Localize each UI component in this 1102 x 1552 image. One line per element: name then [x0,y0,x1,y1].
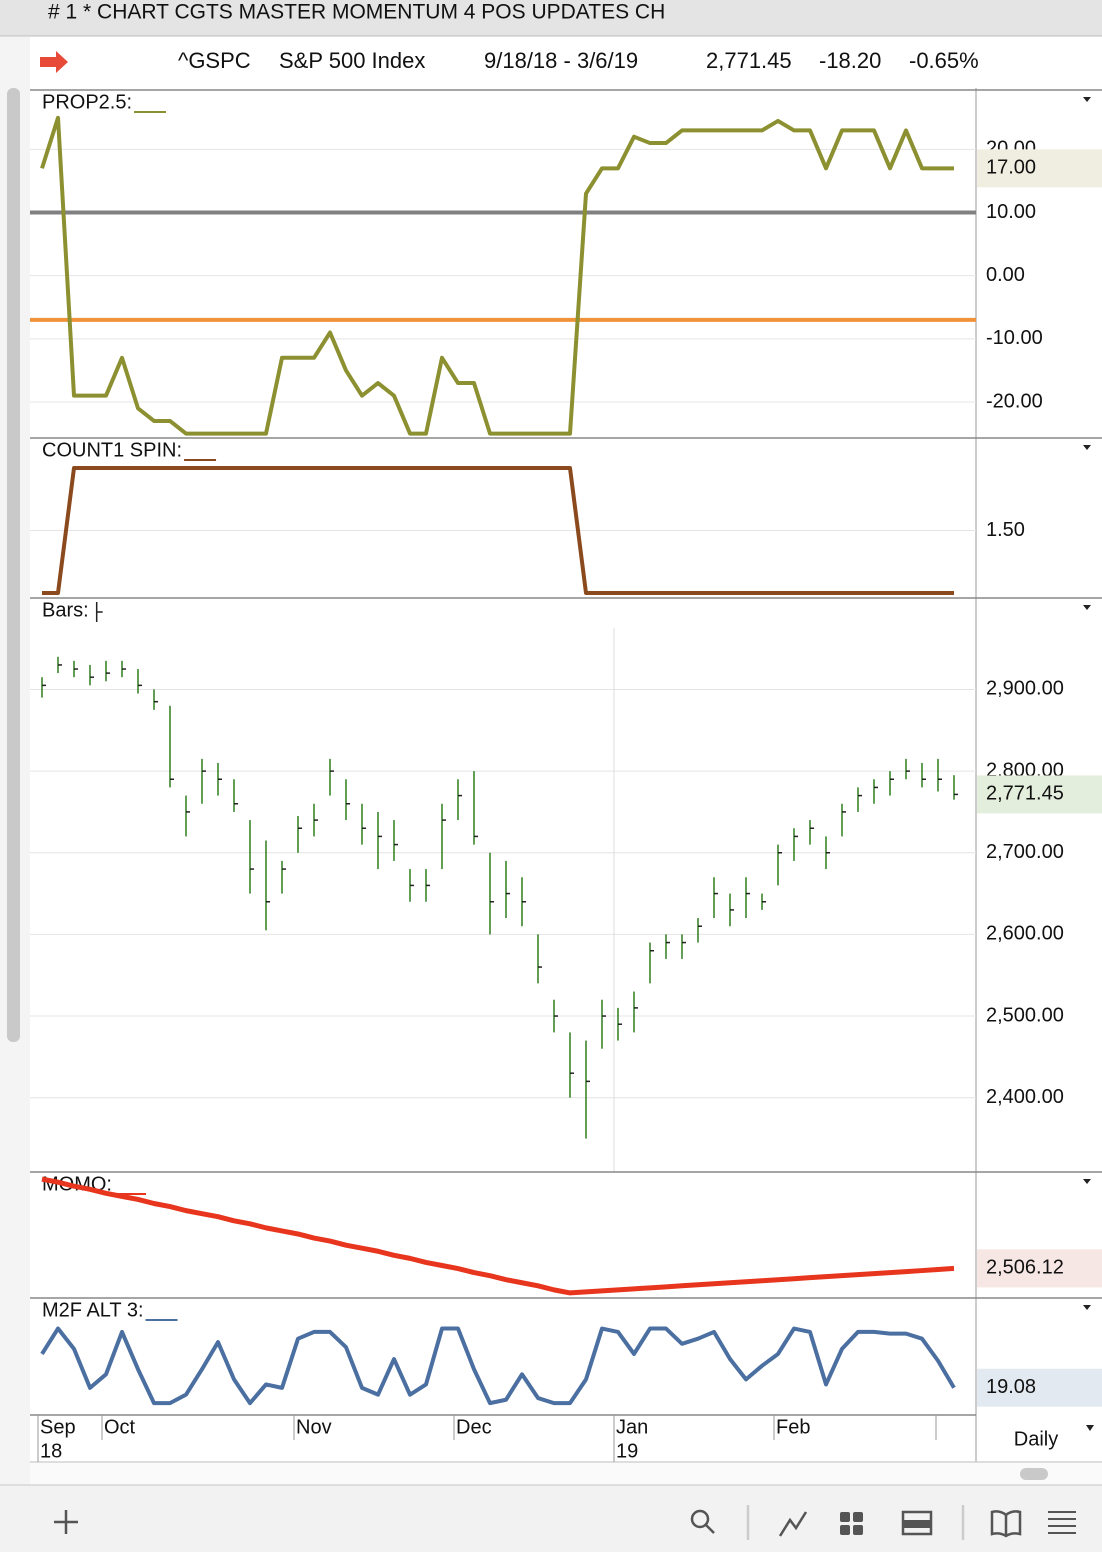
y-tick-label: -10.00 [986,327,1043,349]
last-value-label: 19.08 [986,1376,1036,1398]
last-value-label: 2,506.12 [986,1257,1064,1279]
last-value-box [977,1249,1102,1288]
percent-change: -0.65% [909,48,979,73]
pane-menu[interactable] [1083,605,1091,610]
toolbar-icons [54,1505,1076,1540]
x-tick-label: Oct [104,1416,136,1438]
last-value-box [977,149,1102,188]
legend-swatch [95,602,103,622]
direction-arrow [40,51,68,73]
data-line [40,115,954,436]
y-tick-label: 0.00 [986,264,1025,286]
grid-cell [853,1525,863,1535]
menu-button[interactable] [1048,1511,1076,1534]
last-value-box [977,1368,1102,1407]
search-handle [705,1524,715,1534]
date-range: 9/18/18 - 3/6/19 [484,48,638,73]
last-value-label: 17.00 [986,157,1036,179]
pane-title: Bars: [42,599,89,621]
horizontal-scrollbar[interactable] [1020,1468,1048,1480]
symbol: ^GSPC [178,48,251,73]
y-tick-label: 2,700.00 [986,841,1064,863]
grid-cell [853,1512,863,1522]
layout-button[interactable] [901,1510,933,1536]
pane-menu[interactable] [1083,97,1091,102]
pane-title: PROP2.5: [42,91,132,113]
pane-menu[interactable] [1083,1305,1091,1310]
toolbar [0,1485,1102,1552]
data-line [41,1176,955,1296]
x-tick-label: Dec [456,1416,492,1438]
pane-menu[interactable] [1083,1179,1091,1184]
x-tick-label: Feb [776,1416,810,1438]
search-button[interactable] [690,1509,710,1529]
last-value-box [977,775,1102,814]
grid-cell [840,1525,850,1535]
last-price: 2,771.45 [706,48,792,73]
last-value-label: 2,771.45 [986,783,1064,805]
chart-style-button[interactable] [778,1511,808,1537]
grid-view-button[interactable] [840,1512,863,1535]
x-tick-label: Sep [40,1416,76,1438]
pane-menu[interactable] [1083,445,1091,450]
y-tick-label: 2,500.00 [986,1004,1064,1026]
y-tick-label: 2,900.00 [986,678,1064,700]
title-bar [0,0,1102,36]
add-button[interactable] [54,1510,78,1534]
data-line [40,1326,956,1406]
data-line [42,466,954,595]
pane-title: M2F ALT 3: [42,1299,144,1321]
interval-dropdown[interactable] [1086,1425,1094,1431]
window-title: # 1 * CHART CGTS MASTER MOMENTUM 4 POS U… [48,1,665,24]
scroll-area [30,1463,1102,1485]
x-tick-label: Nov [296,1416,332,1438]
y-tick-label: -20.00 [986,390,1043,412]
y-tick-label: 10.00 [986,201,1036,223]
y-tick-label: 2,600.00 [986,923,1064,945]
y-tick-label: 2,400.00 [986,1086,1064,1108]
symbol-name: S&P 500 Index [279,48,425,73]
price-change: -18.20 [819,48,881,73]
pane-title: COUNT1 SPIN: [42,439,182,461]
interval-selector[interactable]: Daily [1014,1428,1058,1450]
grid-cell [840,1512,850,1522]
vertical-scrollbar[interactable] [7,88,20,1042]
year-label: 19 [616,1440,638,1462]
book-button[interactable] [990,1510,1022,1538]
year-label: 18 [40,1440,62,1462]
toolbar-separator [746,1505,965,1540]
y-tick-label: 1.50 [986,519,1025,541]
x-tick-label: Jan [616,1416,648,1438]
